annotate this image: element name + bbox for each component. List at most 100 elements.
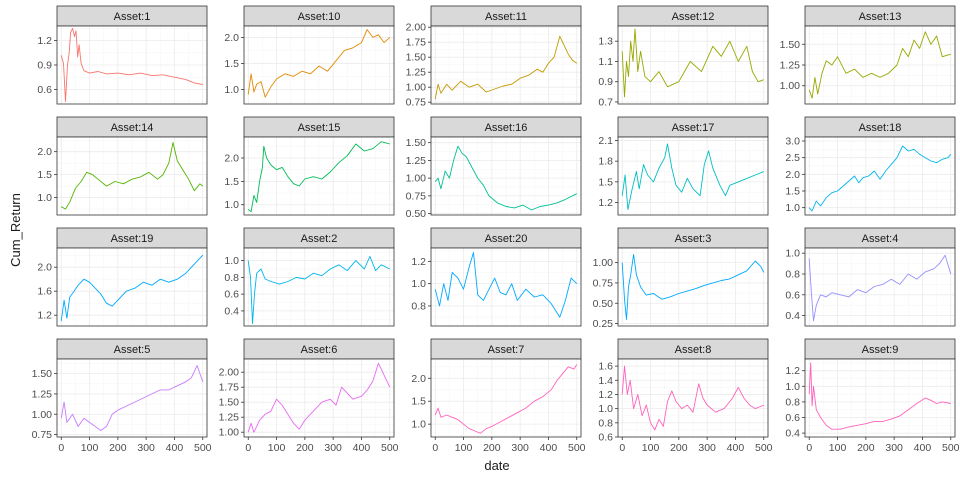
y-tick-label: 1.0 <box>411 419 426 431</box>
x-tick-label: 300 <box>511 442 529 454</box>
facet-title: Asset:16 <box>485 122 528 134</box>
panel-border <box>617 247 769 327</box>
y-tick-label: 1.2 <box>598 197 613 209</box>
panel-asset-19: Asset:19 1.2 1.6 2.0 <box>37 227 208 327</box>
y-tick-label: 0.50 <box>406 208 427 220</box>
y-tick-label: 1.5 <box>411 396 426 408</box>
y-tick-label: 1.0 <box>411 278 426 290</box>
panel-border <box>804 358 956 438</box>
x-tick-label: 0 <box>806 442 812 454</box>
y-tick-label: 2.0 <box>37 146 52 158</box>
facet-title: Asset:15 <box>298 122 341 134</box>
series-line-asset-5 <box>60 365 204 431</box>
x-tick-label: 500 <box>194 442 212 454</box>
panel-border <box>617 136 769 216</box>
panel-asset-14: Asset:14 1.0 1.5 2.0 <box>37 116 208 216</box>
y-tick-label: 1.25 <box>780 60 801 72</box>
series-line-asset-2 <box>247 255 390 324</box>
facet-title: Asset:18 <box>859 122 902 134</box>
y-tick-label: 0.6 <box>785 289 800 301</box>
y-tick-label: 1.25 <box>32 388 53 400</box>
panel-border <box>56 247 208 327</box>
panel-border <box>430 358 582 438</box>
y-tick-label: 1.00 <box>219 427 240 439</box>
x-tick-label: 0 <box>432 442 438 454</box>
y-tick-label: 0.75 <box>406 97 427 109</box>
x-tick-label: 400 <box>353 442 371 454</box>
y-tick-label: 0.4 <box>785 310 800 322</box>
y-tick-label: 1.5 <box>37 169 52 181</box>
panel-asset-4: Asset:4 0.4 0.6 0.8 1.0 <box>785 227 956 327</box>
x-tick-label: 200 <box>296 442 314 454</box>
y-tick-label: 1.5 <box>224 176 239 188</box>
x-tick-label: 100 <box>455 442 473 454</box>
series-line-asset-12 <box>621 28 764 98</box>
panel-asset-9: Asset:9 0.4 0.6 0.8 1.0 1.2 0 100 200 300 400 500 <box>785 338 960 454</box>
facet-title: Asset:8 <box>675 344 712 356</box>
y-tick-label: 1.1 <box>598 56 613 68</box>
y-tick-label: 1.00 <box>593 257 614 269</box>
facet-title: Asset:12 <box>672 11 715 23</box>
panel-asset-18: Asset:18 1.0 1.5 2.0 2.5 3.0 <box>785 116 956 216</box>
series-line-asset-6 <box>247 362 391 433</box>
x-tick-label: 200 <box>670 442 688 454</box>
panel-asset-8: Asset:8 0.6 0.8 1.0 1.2 1.4 1.6 0 100 200 300 400 50… <box>598 338 773 454</box>
y-tick-label: 1.75 <box>219 382 240 394</box>
y-tick-label: 1.2 <box>37 35 52 47</box>
x-tick-label: 300 <box>137 442 155 454</box>
y-tick-label: 1.0 <box>785 202 800 214</box>
y-tick-label: 1.00 <box>406 82 427 94</box>
facet-title: Asset:3 <box>675 233 712 245</box>
y-tick-label: 1.0 <box>224 84 239 96</box>
y-tick-label: 1.2 <box>598 389 613 401</box>
facet-title: Asset:4 <box>862 233 899 245</box>
facet-title: Asset:5 <box>114 344 151 356</box>
y-tick-label: 0.9 <box>37 60 52 72</box>
y-tick-label: 2.0 <box>411 373 426 385</box>
panel-border <box>430 136 582 216</box>
panel-asset-16: Asset:16 0.50 0.75 1.00 1.25 1.50 <box>406 116 582 220</box>
y-tick-label: 0.4 <box>785 428 800 440</box>
panel-border <box>617 25 769 105</box>
y-tick-label: 0.7 <box>598 96 613 108</box>
y-tick-label: 0.8 <box>411 300 426 312</box>
y-tick-label: 2.0 <box>37 262 52 274</box>
y-tick-label: 1.00 <box>406 173 427 185</box>
y-tick-label: 0.50 <box>593 298 614 310</box>
y-tick-label: 1.00 <box>780 80 801 92</box>
x-tick-label: 400 <box>727 442 745 454</box>
y-tick-label: 1.0 <box>598 403 613 415</box>
series-line-asset-1 <box>60 27 203 103</box>
series-line-asset-7 <box>434 364 578 434</box>
series-line-asset-13 <box>808 31 951 99</box>
panel-border <box>56 358 208 438</box>
y-tick-label: 1.25 <box>406 67 427 79</box>
y-tick-label: 2.0 <box>224 32 239 44</box>
facet-title: Asset:9 <box>862 344 899 356</box>
y-tick-label: 1.0 <box>224 199 239 211</box>
x-tick-label: 500 <box>568 442 586 454</box>
y-tick-label: 1.5 <box>598 176 613 188</box>
x-tick-label: 100 <box>829 442 847 454</box>
x-tick-label: 500 <box>755 442 773 454</box>
y-tick-label: 0.75 <box>406 190 427 202</box>
y-tick-label: 1.00 <box>32 409 53 421</box>
series-line-asset-16 <box>434 145 578 211</box>
series-line-asset-15 <box>247 141 390 213</box>
x-tick-label: 400 <box>166 442 184 454</box>
series-line-asset-17 <box>621 143 764 210</box>
y-tick-label: 1.2 <box>37 310 52 322</box>
y-tick-label: 2.00 <box>406 22 427 34</box>
panel-border <box>243 136 395 216</box>
panel-asset-5: Asset:5 0.75 1.00 1.25 1.50 0 100 200 300 400 500 <box>32 338 212 454</box>
x-tick-label: 500 <box>381 442 399 454</box>
y-tick-label: 1.50 <box>780 39 801 51</box>
y-tick-label: 1.5 <box>785 186 800 198</box>
x-tick-label: 400 <box>540 442 558 454</box>
panel-asset-20: Asset:20 0.8 1.0 1.2 <box>411 227 582 327</box>
y-tick-label: 1.25 <box>406 155 427 167</box>
y-tick-label: 1.50 <box>406 52 427 64</box>
facet-title: Asset:17 <box>672 122 715 134</box>
series-line-asset-8 <box>621 365 764 431</box>
y-tick-label: 2.1 <box>598 135 613 147</box>
